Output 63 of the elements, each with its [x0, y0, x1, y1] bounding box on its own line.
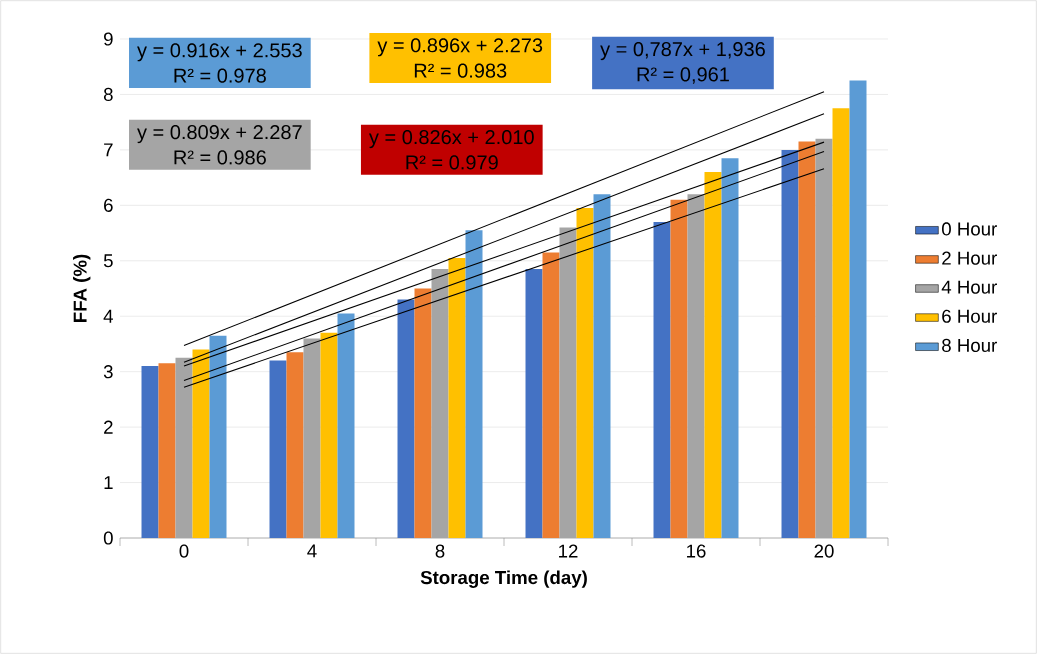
bar [158, 363, 176, 538]
bar [798, 141, 816, 538]
legend-label: 2 Hour [942, 251, 997, 265]
bar [303, 338, 321, 538]
annotation: y = 0.916x + 2.553 [137, 43, 302, 62]
y-tick-label: 4 [103, 309, 113, 323]
x-tick-label: 0 [179, 544, 189, 558]
bar [542, 252, 560, 538]
y-tick-label: 0 [103, 531, 113, 545]
annotation: R² = 0.986 [174, 150, 266, 165]
legend-label: 8 Hour [942, 338, 997, 353]
bar [593, 194, 611, 538]
y-tick-label: 2 [104, 420, 113, 434]
bar [448, 258, 466, 538]
annotation: R² = 0.983 [414, 63, 507, 78]
bar [175, 357, 193, 538]
annotation: R² = 0.979 [406, 155, 498, 170]
legend-label: 6 Hour [942, 309, 997, 323]
bar [397, 299, 415, 538]
x-tick-label: 16 [687, 544, 706, 558]
x-tick-label: 4 [307, 544, 317, 558]
bar [576, 208, 594, 538]
y-tick-label: 6 [104, 198, 113, 212]
bar [337, 313, 355, 538]
bar [431, 269, 449, 538]
bar [653, 221, 671, 538]
annotation: y = 0.809x + 2.287 [137, 125, 302, 144]
y-tick-label: 1 [104, 476, 113, 489]
y-tick-label: 7 [104, 143, 113, 157]
y-axis-title: FFA (%) [73, 254, 91, 322]
bar [141, 366, 159, 538]
y-tick-label: 5 [103, 254, 113, 268]
annotation: R² = 0.978 [174, 68, 266, 83]
x-tick-label: 8 [435, 544, 445, 558]
bar [781, 149, 799, 538]
bar [687, 194, 705, 538]
bar [832, 108, 850, 538]
legend-label: 4 Hour [941, 280, 997, 294]
bar [704, 172, 722, 538]
bar [525, 269, 543, 538]
bar [849, 80, 867, 538]
y-tick-label: 8 [103, 87, 113, 102]
bar [269, 360, 287, 538]
bar [192, 349, 210, 538]
x-tick-label: 20 [814, 544, 834, 558]
bar [721, 158, 739, 538]
bar [286, 352, 304, 538]
annotation: y = 0,787x + 1,936 [600, 42, 765, 61]
annotation: y = 0.896x + 2.273 [377, 38, 543, 57]
y-tick-label: 3 [103, 365, 113, 379]
annotation: R² = 0,961 [637, 67, 729, 84]
bar [320, 332, 338, 538]
legend-label: 0 Hour [942, 222, 997, 236]
bar [465, 230, 483, 538]
annotation: y = 0.826x + 2.010 [368, 130, 534, 149]
bar [815, 138, 833, 538]
bar [559, 227, 577, 538]
bar [414, 288, 432, 538]
bar [209, 335, 227, 538]
x-tick-label: 12 [559, 544, 578, 558]
bar [670, 199, 688, 538]
y-tick-label: 9 [104, 32, 113, 46]
x-axis-title: Storage Time (day) [420, 570, 587, 588]
